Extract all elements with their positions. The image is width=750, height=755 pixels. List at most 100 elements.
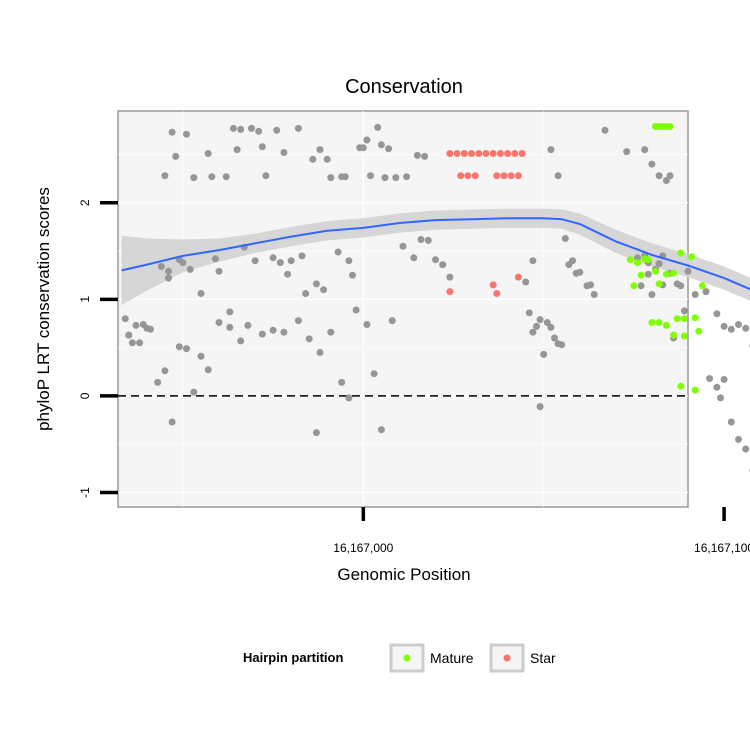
point-other [680,307,688,315]
point-star [471,172,479,180]
point-other [157,263,165,270]
point-other [172,152,180,160]
point-other [662,177,670,184]
point-star [446,288,454,296]
point-other [717,394,724,402]
point-other [215,267,223,275]
point-other [204,366,212,374]
point-other [529,257,537,265]
point-mature [655,319,663,326]
plot-panel [117,110,689,508]
point-other [536,403,544,411]
point-other [536,316,544,324]
point-mature [626,256,634,264]
point-mature [677,249,685,257]
point-star [464,172,472,180]
point-other [554,172,562,180]
x-tick-label: 16,167,000 [333,541,393,555]
point-star [496,150,504,157]
point-other [262,172,270,180]
point-other [258,330,266,338]
point-other [341,173,349,181]
point-mature [680,332,688,340]
point-mature [637,271,645,279]
point-star [475,150,483,157]
point-star [493,290,501,297]
point-star [514,273,522,281]
point-other [547,323,555,331]
point-other [576,268,584,276]
point-other [154,378,162,386]
point-mature [680,315,688,323]
point-other [273,126,281,134]
point-mature [644,256,652,264]
point-other [161,367,169,375]
point-other [305,335,313,343]
point-other [381,174,389,182]
point-other [561,235,569,242]
point-mature [670,331,678,339]
point-other [165,267,172,275]
point-other [648,160,656,168]
point-other [399,242,407,250]
point-mature [688,253,696,261]
point-other [121,315,129,323]
legend-label-star: Star [530,650,556,666]
point-other [222,173,230,181]
point-other [432,256,439,264]
point-other [312,280,320,288]
smooth-fit-line [121,217,750,291]
point-mature [691,314,699,322]
point-mature [630,282,638,290]
point-other [197,352,205,360]
point-other [569,257,577,265]
point-other [327,174,335,182]
point-other [280,328,288,336]
point-other [136,339,144,347]
point-other [540,350,548,358]
point-star [493,172,501,180]
point-other [334,248,342,256]
point-other [226,308,234,316]
point-other [248,124,255,132]
point-other [543,319,551,326]
point-other [702,288,710,296]
point-other [183,130,190,138]
point-other [316,146,324,154]
point-other [258,143,266,151]
point-mature [662,270,670,278]
point-star [518,150,526,157]
point-other [269,254,277,262]
point-other [298,252,306,260]
point-star [457,172,465,180]
point-other [294,317,302,325]
point-other [233,146,241,154]
x-tick-label: 16,167,100 [694,541,750,555]
point-mature [673,315,681,323]
point-other [251,257,259,265]
point-other [392,174,400,182]
point-other [421,152,429,160]
point-other [352,306,360,314]
legend: Hairpin partition Mature Star [243,643,556,673]
point-other [255,127,263,135]
point-other [558,341,566,349]
point-other [338,378,346,386]
point-other [417,236,425,243]
point-other [623,148,631,156]
data-points [121,123,750,473]
point-other [735,321,742,328]
point-mature [666,123,674,130]
point-other [644,270,652,278]
point-other [161,172,169,180]
point-other [132,321,140,329]
chart-title: Conservation [345,76,463,98]
point-other [175,343,183,351]
y-tick-label: 2 [78,199,92,206]
point-other [742,445,750,453]
point-other [269,326,277,334]
point-other [727,418,735,426]
point-other [388,317,396,325]
point-other [634,254,641,262]
point-other [363,136,371,144]
